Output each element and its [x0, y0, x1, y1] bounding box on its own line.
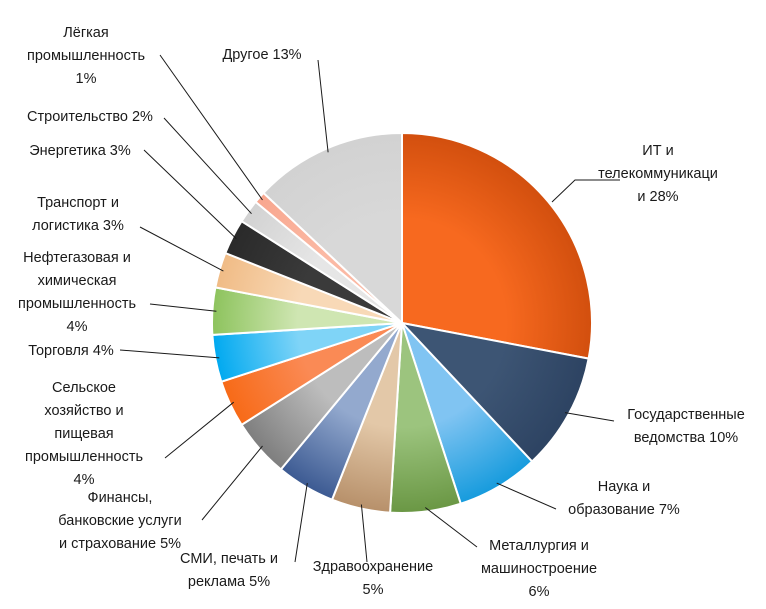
- slice-label-line: 1%: [76, 71, 97, 87]
- slice-label-line: Наука и: [598, 479, 650, 495]
- slice-label-line: СМИ, печать и: [180, 551, 278, 567]
- slice-label: Государственные ведомства 10%: [627, 407, 745, 446]
- slice-label: Транспорт и логистика 3%: [32, 195, 124, 234]
- slice-label-line: телекоммуникаци: [598, 166, 718, 182]
- slice-label-line: 5%: [363, 582, 384, 598]
- leader-line: [139, 226, 224, 272]
- slice-label-line: хозяйство и: [44, 403, 123, 419]
- slice-label: Финансы, банковские услуги и страхование 5…: [58, 490, 181, 552]
- slice-label-line: химическая: [38, 273, 117, 289]
- slice-label: ИТ и телекоммуникаци и 28%: [598, 143, 718, 205]
- slice-label-line: и 28%: [637, 189, 678, 205]
- slice-label-line: Финансы,: [88, 490, 153, 506]
- slice-label: Лёгкая промышленность 1%: [27, 25, 145, 87]
- leader-line: [159, 54, 263, 201]
- slice-label-line: ведомства 10%: [634, 430, 738, 446]
- leader-line: [294, 483, 308, 563]
- slice-label-line: 4%: [74, 472, 95, 488]
- slice-label-line: Сельское: [52, 380, 116, 396]
- leader-line: [551, 179, 620, 203]
- leader-line: [164, 401, 235, 459]
- slice-label-line: Энергетика 3%: [29, 143, 131, 159]
- slice-label: Торговля 4%: [28, 343, 114, 359]
- slice-label: Металлургия и машиностроение 6%: [481, 538, 597, 600]
- slice-label-line: промышленность: [27, 48, 145, 64]
- slice-label: Наука и образование 7%: [568, 479, 680, 518]
- slice-label-line: банковские услуги: [58, 513, 181, 529]
- slice-label-line: промышленность: [25, 449, 143, 465]
- slice-label: Другое 13%: [222, 47, 301, 63]
- slice-label: Энергетика 3%: [29, 143, 131, 159]
- slice-label: Здравоохранение 5%: [313, 559, 433, 598]
- slice-label: СМИ, печать и реклама 5%: [180, 551, 278, 590]
- slice-label: Нефтегазовая и химическая промышленность 4%: [18, 250, 136, 335]
- slice-label-line: Транспорт и: [37, 195, 119, 211]
- slice-label-line: 4%: [67, 319, 88, 335]
- leader-line: [149, 303, 217, 312]
- pie-slice: [401, 131, 593, 360]
- slice-label-line: ИТ и: [642, 143, 673, 159]
- slice-label-line: Лёгкая: [63, 25, 108, 41]
- pie-slice: [399, 321, 590, 463]
- leader-line: [201, 445, 263, 521]
- leader-line: [424, 507, 478, 548]
- leader-line: [564, 412, 615, 422]
- slice-label: Сельское хозяйство и пищевая промышленность…: [25, 380, 143, 488]
- leader-line: [317, 59, 329, 153]
- leader-line: [360, 504, 368, 563]
- slice-label-line: пищевая: [54, 426, 113, 442]
- slice-label-line: реклама 5%: [188, 574, 270, 590]
- slice-label-line: образование 7%: [568, 502, 680, 518]
- leader-line: [143, 149, 237, 239]
- slice-label-line: Металлургия и: [489, 538, 589, 554]
- leader-line: [163, 117, 252, 215]
- slice-label-line: 6%: [529, 584, 550, 600]
- slice-label-line: промышленность: [18, 296, 136, 312]
- slice-label-line: Здравоохранение: [313, 559, 433, 575]
- leader-line: [119, 349, 220, 359]
- leader-line: [496, 482, 557, 510]
- slice-label-line: Торговля 4%: [28, 343, 114, 359]
- slice-label-line: Нефтегазовая и: [23, 250, 131, 266]
- slice-label: Строительство 2%: [27, 109, 153, 125]
- slice-label-line: логистика 3%: [32, 218, 124, 234]
- slice-label-line: Государственные: [627, 407, 745, 423]
- slice-label-line: машиностроение: [481, 561, 597, 577]
- slice-label-line: Другое 13%: [222, 47, 301, 63]
- slice-label-line: Строительство 2%: [27, 109, 153, 125]
- slice-label-line: и страхование 5%: [59, 536, 181, 552]
- pie-slice: [262, 131, 403, 326]
